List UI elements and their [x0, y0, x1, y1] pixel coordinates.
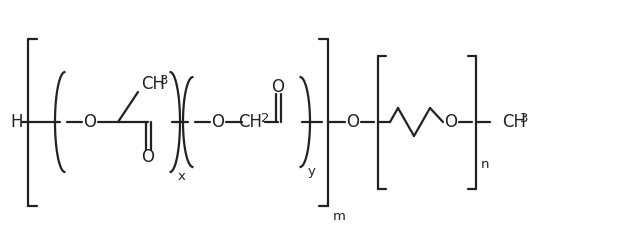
Text: O: O [141, 148, 154, 166]
Text: O: O [346, 113, 360, 131]
Text: O: O [271, 78, 285, 96]
Text: y: y [308, 165, 316, 179]
Text: 3: 3 [520, 112, 529, 124]
Text: x: x [178, 171, 186, 183]
Text: CH: CH [238, 113, 262, 131]
Text: CH: CH [502, 113, 526, 131]
Text: m: m [333, 211, 346, 224]
Text: CH: CH [141, 75, 165, 93]
Text: O: O [83, 113, 97, 131]
Text: H: H [11, 113, 23, 131]
Text: O: O [445, 113, 458, 131]
Text: 2: 2 [261, 112, 269, 124]
Text: 3: 3 [160, 73, 168, 87]
Text: O: O [211, 113, 225, 131]
Text: n: n [481, 157, 490, 171]
